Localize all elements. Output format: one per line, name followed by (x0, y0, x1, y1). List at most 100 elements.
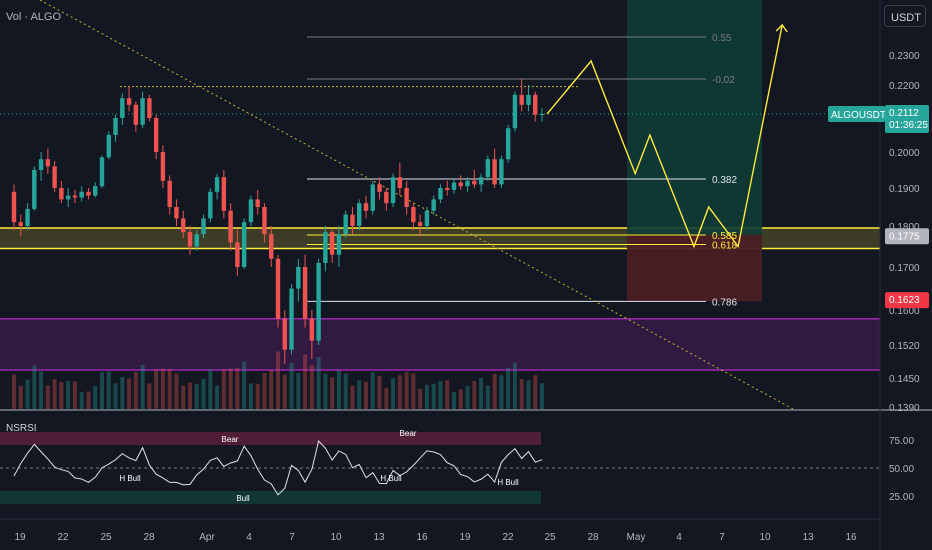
volume-bar (79, 392, 84, 409)
candle-body (160, 152, 166, 181)
candle-body (472, 180, 477, 185)
candle-body (45, 159, 51, 167)
volume-bar (506, 367, 511, 409)
volume-bar (512, 362, 517, 409)
candle-body (126, 98, 132, 105)
x-tick: Apr (199, 532, 215, 543)
x-tick: 28 (587, 532, 599, 543)
volume-bar (174, 373, 179, 409)
x-tick: 25 (544, 532, 556, 543)
candle-body (241, 222, 247, 267)
svg-text:01:36:25: 01:36:25 (889, 120, 928, 131)
svg-text:0.1623: 0.1623 (889, 295, 920, 306)
osc-annotation: Bull (236, 494, 250, 503)
volume-bar (492, 373, 497, 409)
candle-body (370, 184, 375, 211)
candle-body (404, 188, 409, 207)
candle-body (38, 159, 44, 170)
projection-path (546, 24, 783, 249)
candle-body (106, 135, 111, 158)
candle-body (533, 94, 538, 115)
volume-bar (269, 370, 274, 409)
candle-body (478, 177, 484, 185)
volume-bar (52, 379, 57, 409)
volume-bar (377, 375, 382, 409)
volume-bar (39, 371, 44, 409)
volume-bar (201, 378, 206, 409)
x-tick: 4 (676, 532, 682, 543)
volume-bar (194, 384, 199, 409)
candle-body (221, 177, 227, 211)
candle-body (492, 159, 497, 185)
candle-body (187, 232, 193, 247)
volume-bar (357, 380, 362, 409)
volume-bar (181, 385, 186, 409)
osc-tick: 50.00 (889, 464, 914, 475)
volume-bar (343, 373, 348, 409)
candle-body (390, 177, 396, 204)
candle-body (93, 186, 98, 196)
candle-body (25, 208, 30, 226)
x-tick: 16 (416, 532, 428, 543)
x-tick: 22 (57, 532, 69, 543)
bear-band (0, 432, 541, 445)
candle-body (133, 104, 139, 125)
volume-bar (438, 381, 443, 409)
candle-body (113, 118, 118, 135)
osc-annotation: H Bull (497, 478, 519, 487)
x-tick: 13 (373, 532, 385, 543)
volume-bar (431, 384, 436, 409)
candle-body (309, 318, 315, 341)
volume-bar (296, 373, 301, 409)
candle-body (18, 222, 23, 226)
candle-body (147, 98, 152, 118)
volume-bar (533, 375, 538, 409)
volume-bar (160, 368, 165, 409)
svg-text:0.1775: 0.1775 (889, 231, 920, 242)
candle-body (201, 218, 206, 235)
volume-bar (255, 383, 260, 409)
candle-body (181, 218, 186, 233)
x-tick: 7 (289, 532, 295, 543)
volume-bar (472, 381, 477, 409)
price-tick: 0.1900 (889, 184, 920, 195)
osc-annotation: H Bull (119, 474, 141, 483)
candle-body (255, 199, 260, 207)
candle-body (282, 318, 287, 350)
volume-bar (248, 383, 253, 409)
volume-bar (479, 378, 484, 409)
volume-bar (411, 373, 416, 409)
x-tick: May (627, 532, 646, 543)
volume-bar (12, 374, 16, 409)
fib-label-4: 0.618 (712, 240, 737, 251)
target-zone (627, 0, 762, 236)
candle-body (417, 222, 423, 226)
candle-body (120, 98, 125, 118)
candle-body (323, 232, 328, 263)
candle-body (79, 191, 84, 198)
osc-annotation: H Bull (380, 474, 402, 483)
x-tick: 10 (330, 532, 342, 543)
volume-bar (499, 375, 504, 409)
x-tick: 22 (502, 532, 514, 543)
volume-bar (289, 362, 294, 409)
volume-bar (72, 381, 77, 409)
candle-body (329, 232, 335, 255)
candle-body (167, 180, 172, 207)
candle-body (235, 242, 240, 267)
price-tick: 0.1800 (889, 222, 920, 233)
volume-bar (282, 374, 287, 409)
volume-bar (18, 385, 23, 409)
currency-button[interactable]: USDT (884, 5, 926, 27)
symbol-label: ALGOUSDT.P (831, 110, 895, 121)
candle-body (384, 191, 389, 204)
candle-body (336, 234, 342, 255)
x-tick: 16 (845, 532, 857, 543)
candle-body (485, 159, 491, 178)
projection-arrowhead (775, 23, 788, 33)
candle-body (302, 267, 308, 319)
volume-bar (350, 385, 355, 409)
candle-body (505, 128, 511, 160)
x-tick: 4 (246, 532, 252, 543)
